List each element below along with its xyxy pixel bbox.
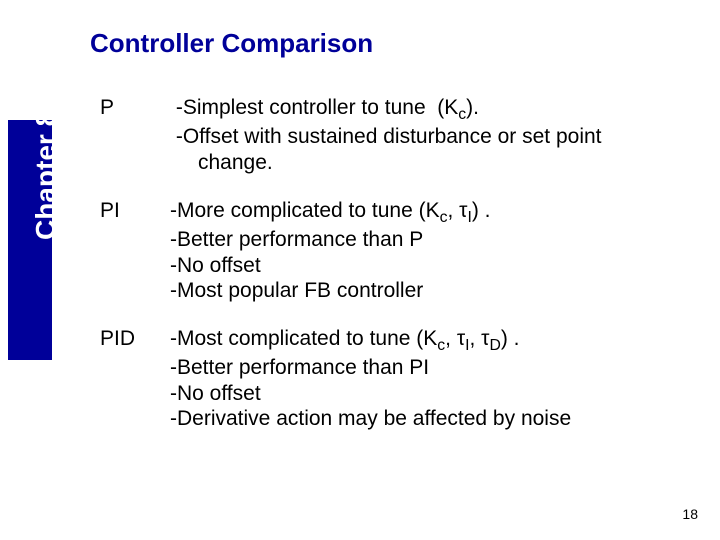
description-line: -Better performance than P xyxy=(170,227,690,253)
description-line: -No offset xyxy=(170,381,690,407)
description-line: -Most complicated to tune (Kc, τI, τD) . xyxy=(170,326,690,355)
description-line: -Derivative action may be affected by no… xyxy=(170,406,690,432)
controller-description: -Simplest controller to tune (Kc). -Offs… xyxy=(170,95,690,176)
sidebar-label: Chapter 8 xyxy=(30,111,62,240)
description-line: -Better performance than PI xyxy=(170,355,690,381)
description-line: -No offset xyxy=(170,253,690,279)
page-number: 18 xyxy=(682,506,698,522)
controller-description: -Most complicated to tune (Kc, τI, τD) .… xyxy=(170,326,690,432)
content-row: PID-Most complicated to tune (Kc, τI, τD… xyxy=(100,326,690,432)
controller-label: P xyxy=(100,95,170,176)
content-row: P -Simplest controller to tune (Kc). -Of… xyxy=(100,95,690,176)
description-line: -Offset with sustained disturbance or se… xyxy=(170,124,690,150)
description-line: change. xyxy=(170,150,690,176)
description-line: -More complicated to tune (Kc, τI) . xyxy=(170,198,690,227)
chapter-sidebar: Chapter 8 xyxy=(0,0,62,540)
content-area: P -Simplest controller to tune (Kc). -Of… xyxy=(100,95,690,454)
controller-label: PI xyxy=(100,198,170,304)
description-line: -Most popular FB controller xyxy=(170,278,690,304)
content-row: PI-More complicated to tune (Kc, τI) .-B… xyxy=(100,198,690,304)
controller-description: -More complicated to tune (Kc, τI) .-Bet… xyxy=(170,198,690,304)
description-line: -Simplest controller to tune (Kc). xyxy=(170,95,690,124)
controller-label: PID xyxy=(100,326,170,432)
page-title: Controller Comparison xyxy=(90,28,373,59)
